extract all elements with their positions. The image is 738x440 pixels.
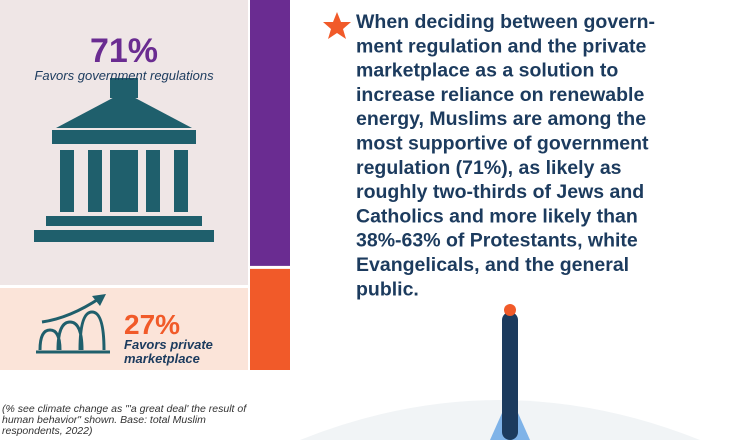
paragraph-line: Evangelicals, and the general [356, 254, 629, 276]
bar-segment [250, 268, 290, 370]
stat-caption: Favors government regulations [34, 68, 214, 83]
stat-value: 27% [124, 309, 180, 340]
bottom-panel [0, 288, 248, 370]
arrow-head [92, 294, 106, 306]
paragraph-line: regulation (71%), as likely as [356, 157, 622, 179]
paragraph-line: 38%-63% of Protestants, white [356, 230, 638, 252]
paragraph-line: most supportive of government [356, 133, 649, 155]
footnote: (% see climate change as "'a great deal'… [2, 403, 247, 415]
paragraph-line: energy, Muslims are among the [356, 108, 646, 130]
star-icon [323, 12, 351, 39]
growth-icon [36, 296, 110, 354]
paragraph-line: increase reliance on renewable [356, 84, 644, 106]
paragraph-line: public. [356, 278, 419, 300]
rocket [300, 304, 700, 440]
paragraph-line: When deciding between govern- [356, 11, 655, 33]
stat-value: 71% [90, 32, 158, 70]
footnote: respondents, 2022) [2, 425, 92, 437]
building-icon [34, 78, 214, 242]
paragraph-line: marketplace as a solution to [356, 60, 618, 82]
footnote: human behavior" shown. Base: total Musli… [2, 414, 206, 426]
paragraph-line: Catholics and more likely than [356, 205, 638, 227]
paragraph-line: roughly two-thirds of Jews and [356, 181, 644, 203]
paragraph-line: ment regulation and the private [356, 35, 647, 57]
bar-segment [250, 0, 290, 266]
stat-caption: marketplace [124, 351, 200, 366]
stat-caption: Favors private [124, 337, 213, 352]
